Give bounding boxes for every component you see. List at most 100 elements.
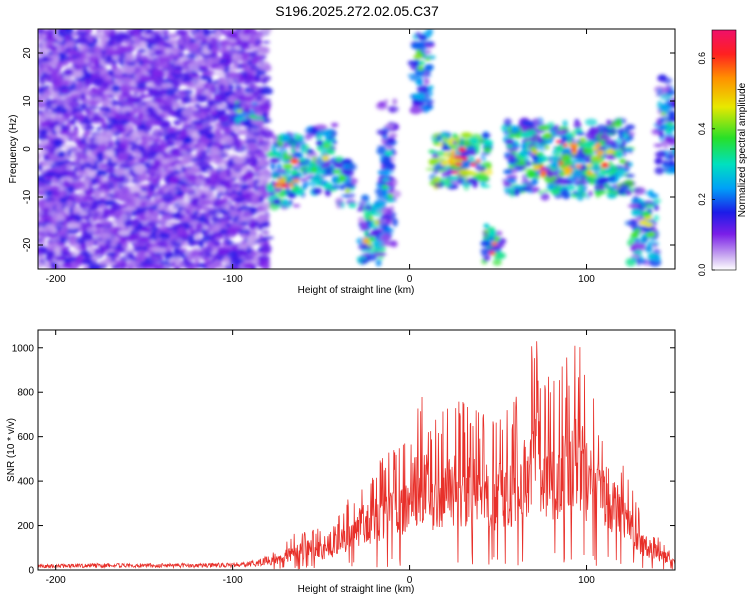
heatmap-cell xyxy=(285,167,290,174)
heatmap-cell xyxy=(376,147,388,155)
heatmap-cell xyxy=(209,186,217,192)
heatmap-cell xyxy=(257,248,262,252)
heatmap-cell xyxy=(133,148,140,155)
heatmap-cell xyxy=(99,260,107,266)
heatmap-cell xyxy=(165,39,178,44)
heatmap-cell xyxy=(218,115,229,123)
heatmap-cell xyxy=(181,209,187,215)
heatmap-cell xyxy=(194,263,207,268)
heatmap-cell xyxy=(127,110,138,115)
heatmap-peak xyxy=(416,49,422,55)
heatmap-cell xyxy=(234,84,242,90)
heatmap-cell xyxy=(83,79,91,88)
heatmap-cell xyxy=(195,80,205,89)
heatmap-cell xyxy=(390,240,398,248)
heatmap-cell xyxy=(45,253,55,261)
heatmap-cell xyxy=(262,236,274,240)
heatmap-cell xyxy=(38,67,42,77)
heatmap-cell xyxy=(114,167,125,177)
heatmap-cell xyxy=(217,149,228,157)
heatmap-cell xyxy=(134,246,143,252)
heatmap-cell xyxy=(132,191,141,197)
heatmap-cell xyxy=(190,197,200,206)
heatmap-peak xyxy=(418,60,425,65)
heatmap-cell xyxy=(220,204,230,210)
heatmap-cell xyxy=(358,241,367,251)
heatmap-cell xyxy=(390,156,396,163)
heatmap-cell xyxy=(427,85,434,90)
heatmap-cell xyxy=(416,84,430,94)
heatmap-cell xyxy=(120,204,128,209)
heatmap-cell xyxy=(194,103,201,108)
heatmap-cell xyxy=(426,69,431,76)
heatmap-cell xyxy=(261,179,269,185)
heatmap-peak xyxy=(292,179,300,183)
heatmap-cell xyxy=(77,45,85,50)
heatmap-region-4 xyxy=(330,156,358,209)
heatmap-cell xyxy=(242,200,247,206)
heatmap-cell xyxy=(90,34,96,39)
heatmap-cell xyxy=(478,174,490,182)
heatmap-cell xyxy=(68,214,75,219)
heatmap-cell xyxy=(392,218,398,227)
heatmap-cell xyxy=(148,33,155,39)
heatmap-cell xyxy=(387,105,399,113)
heatmap-cell xyxy=(151,45,160,49)
heatmap-cell xyxy=(104,149,116,157)
heatmap-cell xyxy=(228,79,235,84)
heatmap-cell xyxy=(162,120,169,129)
heatmap-cell xyxy=(67,100,80,108)
heatmap-cell xyxy=(73,129,79,135)
heatmap-cell xyxy=(238,244,248,250)
heatmap-cell xyxy=(377,219,387,226)
heatmap-cell xyxy=(190,121,201,125)
heatmap-cell xyxy=(57,108,68,114)
heatmap-cell xyxy=(118,95,125,103)
heatmap-cell xyxy=(228,72,237,79)
heatmap-cell xyxy=(140,210,146,214)
heatmap-cell xyxy=(145,241,153,248)
heatmap-peak xyxy=(277,178,286,184)
heatmap-cell xyxy=(218,170,228,179)
heatmap-cell xyxy=(180,158,191,165)
heatmap-region-2 xyxy=(266,131,313,211)
heatmap-cell xyxy=(121,90,132,99)
heatmap-cell xyxy=(107,157,112,163)
heatmap-cell xyxy=(119,161,132,168)
heatmap-cell xyxy=(259,244,272,253)
heatmap-cell xyxy=(111,202,121,211)
heatmap-cell xyxy=(481,132,491,139)
heatmap-cell xyxy=(303,134,312,141)
heatmap-cell xyxy=(555,176,568,186)
heatmap-cell xyxy=(330,122,339,128)
heatmap-cell xyxy=(235,185,242,193)
heatmap-cell xyxy=(56,62,62,71)
heatmap-cell xyxy=(216,191,226,195)
heatmap-cell xyxy=(64,35,69,44)
heatmap-cell xyxy=(134,54,143,61)
heatmap-cell xyxy=(129,132,140,141)
heatmap-cell xyxy=(345,182,357,189)
heatmap-cell xyxy=(144,201,156,206)
heatmap-cell xyxy=(168,182,176,190)
heatmap-cell xyxy=(46,45,58,51)
heatmap-cell xyxy=(112,181,118,190)
heatmap-cell xyxy=(119,255,131,262)
heatmap-cell xyxy=(389,132,398,139)
heatmap-cell xyxy=(116,42,122,49)
heatmap-cell xyxy=(113,49,127,54)
heatmap-cell xyxy=(254,220,260,227)
heatmap-cell xyxy=(217,247,229,256)
heatmap-cell xyxy=(282,199,288,207)
heatmap-cell xyxy=(100,122,107,129)
heatmap-cell xyxy=(378,101,386,107)
heatmap-region-0 xyxy=(38,29,274,269)
heatmap-cell xyxy=(273,198,281,205)
heatmap-cell xyxy=(93,95,102,102)
heatmap-cell xyxy=(116,211,123,217)
heatmap-cell xyxy=(61,262,72,269)
heatmap-cell xyxy=(208,152,217,159)
heatmap-cell xyxy=(142,246,148,251)
heatmap-cell xyxy=(200,150,207,158)
heatmap-cell xyxy=(258,143,272,148)
